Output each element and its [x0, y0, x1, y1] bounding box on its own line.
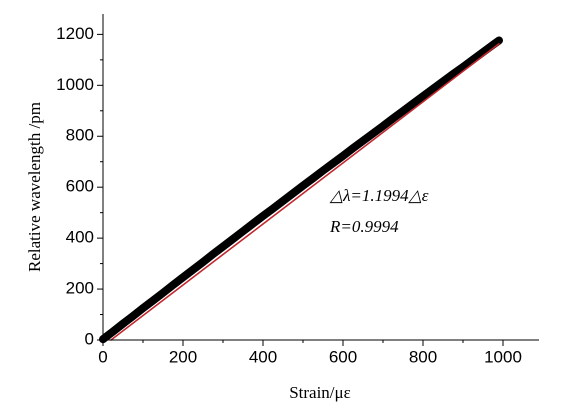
- y-tick-label: 1200: [56, 24, 94, 43]
- data-band: [99, 36, 503, 344]
- y-tick-label: 800: [66, 126, 94, 145]
- x-axis-title: Strain/με: [289, 383, 351, 402]
- x-tick-label: 800: [409, 347, 437, 366]
- annotation: △λ=1.1994△ε: [329, 186, 429, 205]
- fit-line: [110, 42, 500, 341]
- y-tick-label: 1000: [56, 75, 94, 94]
- x-tick-label: 1000: [484, 347, 522, 366]
- y-tick-label: 0: [85, 329, 94, 348]
- y-tick-label: 400: [66, 228, 94, 247]
- y-tick-label: 600: [66, 177, 94, 196]
- x-tick-label: 200: [169, 347, 197, 366]
- annotation: R=0.9994: [329, 217, 399, 236]
- x-tick-label: 600: [329, 347, 357, 366]
- y-axis-title: Relative wavelength /pm: [25, 102, 44, 272]
- x-tick-label: 400: [249, 347, 277, 366]
- y-tick-label: 200: [66, 279, 94, 298]
- x-tick-label: 0: [98, 347, 107, 366]
